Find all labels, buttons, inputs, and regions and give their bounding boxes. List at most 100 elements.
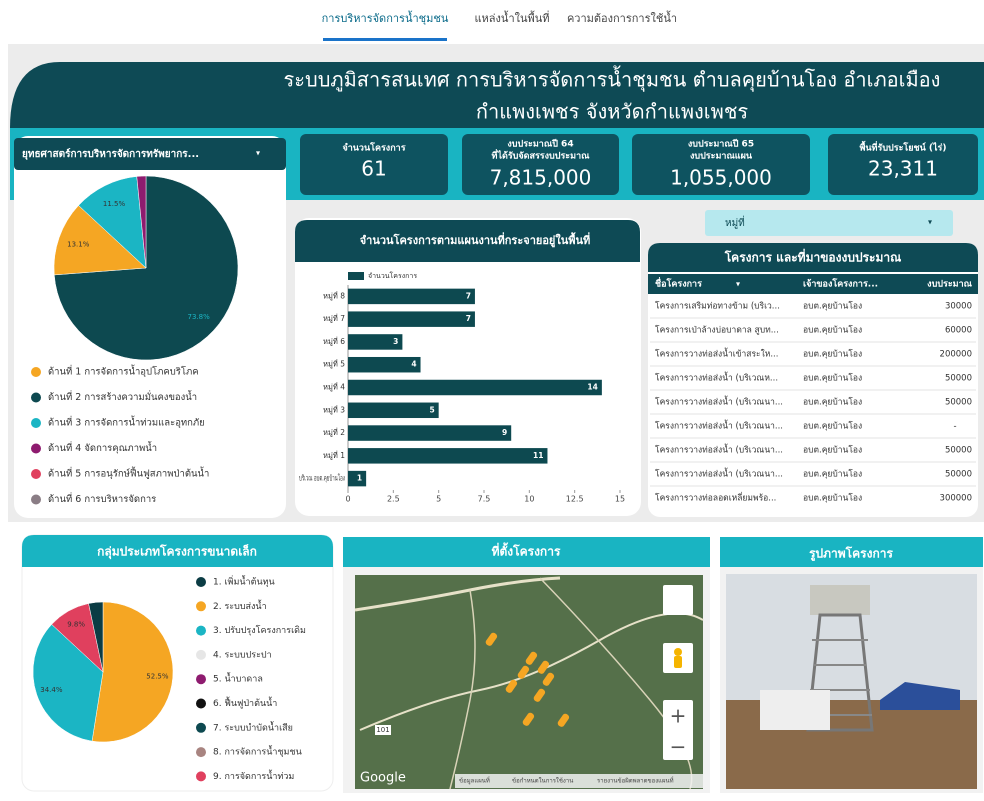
slice-label: 52.5% (146, 672, 169, 680)
legend-swatch (196, 747, 206, 757)
tab[interactable]: แหล่งน้ำในพื้นที่ (474, 10, 549, 25)
table-cell: 50000 (945, 470, 972, 480)
legend-swatch (196, 723, 206, 733)
legend-label: ด้านที่ 4 จัดการคุณภาพน้ำ (48, 441, 157, 454)
legend-swatch (196, 577, 206, 587)
card-title: รูปภาพโครงการ (809, 546, 893, 562)
y-tick-label: หมู่ที่ 3 (323, 404, 345, 414)
pegman (674, 656, 682, 668)
data-label: 3 (393, 337, 398, 346)
x-tick-label: 0 (345, 495, 350, 504)
table-cell: 200000 (940, 350, 972, 360)
photo (726, 574, 977, 789)
kpi-label: งบประมาณแผน (690, 151, 753, 162)
zoom-out[interactable]: − (670, 735, 687, 759)
kpi-label: งบประมาณปี 64 (507, 139, 573, 150)
road-label: 101 (376, 726, 389, 734)
card-title: ที่ตั้งโครงการ (492, 542, 561, 559)
y-tick-label: หมู่ที่ 8 (323, 290, 345, 300)
dropdown-arrow: ▾ (256, 149, 260, 158)
legend-swatch (196, 699, 206, 709)
data-label: 1 (357, 474, 362, 483)
data-label: 7 (466, 291, 471, 300)
y-tick-label: หมู่ที่ 2 (323, 427, 345, 437)
legend-label: 3. ปรับปรุงโครงการเดิม (213, 625, 306, 636)
dropdown-label: หมู่ที่ (725, 215, 745, 229)
legend-swatch (196, 650, 206, 660)
table-cell: 50000 (945, 398, 972, 408)
bar (348, 425, 511, 440)
y-tick-label: หมู่ที่ 6 (323, 336, 345, 346)
page: การบริหารจัดการน้ำชุมชน แหล่งน้ำในพื้นที… (0, 0, 984, 801)
data-label: 4 (411, 360, 416, 369)
table-cell: 60000 (945, 326, 972, 336)
kpi-value: 7,815,000 (490, 166, 592, 190)
dropdown-arrow: ▾ (928, 218, 932, 227)
tab-underline (323, 38, 447, 41)
map-footer-link[interactable]: ข้อมูลแผนที่ (459, 777, 490, 785)
slice-label: 13.1% (67, 240, 90, 248)
table-cell: อบต.คุยบ้านโอง (803, 397, 862, 408)
map-footer-link[interactable]: รายงานข้อผิดพลาดของแผนที่ (597, 777, 674, 785)
dropdown-label: ยุทธศาสตร์การบริหารจัดการทรัพยากร... (22, 148, 199, 160)
legend-label: 4. ระบบประปา (213, 650, 272, 660)
table-cell: โครงการวางท่อส่งน้ำ (บริเวณห... (655, 372, 778, 384)
bar (348, 380, 602, 395)
slice-label: 9.8% (67, 620, 85, 628)
table-cell: อบต.คุยบ้านโอง (803, 325, 862, 336)
bar (348, 403, 439, 418)
fullscreen-button[interactable] (663, 585, 693, 615)
table-cell: 30000 (945, 302, 972, 312)
legend-swatch (31, 469, 41, 479)
tab[interactable]: การบริหารจัดการน้ำชุมชน (322, 10, 449, 25)
table-cell: โครงการวางท่อส่งน้ำ (บริเวณนา... (655, 444, 783, 456)
table-cell: อบต.คุยบ้านโอง (803, 421, 862, 432)
table-cell: โครงการเสริมท่อทางข้าม (บริเว... (655, 301, 780, 312)
table-cell: โครงการเป่าล้างบ่อบาดาล สูบท... (655, 325, 779, 336)
table-cell: - (953, 422, 956, 432)
kpi-value: 61 (361, 157, 386, 181)
data-label: 9 (502, 428, 507, 437)
legend-swatch (31, 495, 41, 505)
card-title: โครงการ และที่มาของงบประมาณ (724, 249, 902, 265)
table-cell: โครงการวางท่อส่งน้ำ (บริเวณนา... (655, 396, 783, 408)
bar (348, 357, 421, 372)
column-header: งบประมาณ (927, 279, 972, 290)
tank (810, 585, 870, 615)
map[interactable]: 101 + − Google ข้อมูลแผนที่ ข้อกำหนดในกา… (355, 575, 703, 789)
data-label: 14 (587, 383, 597, 392)
zoom-in[interactable]: + (670, 704, 687, 728)
bar (348, 448, 547, 463)
legend-swatch (196, 601, 206, 611)
bar (348, 289, 475, 304)
pegman (674, 648, 682, 656)
kpi-value: 23,311 (868, 157, 938, 181)
data-label: 7 (466, 314, 471, 323)
kpi-value: 1,055,000 (670, 166, 772, 190)
table-cell: 300000 (940, 494, 972, 504)
legend-swatch (196, 626, 206, 636)
table-cell: อบต.คุยบ้านโอง (803, 373, 862, 384)
legend-label: ด้านที่ 3 การจัดการน้ำท่วมและอุทกภัย (48, 416, 205, 429)
legend-label: ด้านที่ 1 การจัดการน้ำอุปโภคบริโภค (48, 365, 199, 378)
x-tick-label: 5 (436, 495, 441, 504)
table-cell: อบต.คุยบ้านโอง (803, 349, 862, 360)
x-tick-label: 12.5 (566, 495, 584, 504)
map-brand: Google (360, 771, 406, 786)
sort-arrow: ▾ (736, 280, 740, 289)
y-tick-label: หมู่ที่ 4 (323, 382, 345, 392)
card-title: จำนวนโครงการตามแผนงานที่กระจายอยู่ในพื้น… (360, 232, 591, 248)
table-cell: อบต.คุยบ้านโอง (803, 469, 862, 480)
table-cell: อบต.คุยบ้านโอง (803, 445, 862, 456)
tab[interactable]: ความต้องการการใช้น้ำ (567, 10, 677, 25)
dashboard: การบริหารจัดการน้ำชุมชน แหล่งน้ำในพื้นที… (0, 0, 984, 801)
data-label: 5 (429, 405, 434, 414)
legend-swatch (196, 674, 206, 684)
x-tick-label: 7.5 (478, 495, 491, 504)
map-footer-link[interactable]: ข้อกำหนดในการใช้งาน (512, 777, 573, 785)
legend-swatch (196, 771, 206, 781)
y-tick-label: หมู่ที่ 5 (323, 359, 345, 369)
page-title: ระบบภูมิสารสนเทศ การบริหารจัดการน้ำชุมชน… (284, 66, 941, 93)
slice-label: 11.5% (103, 200, 126, 208)
legend-swatch (31, 393, 41, 403)
